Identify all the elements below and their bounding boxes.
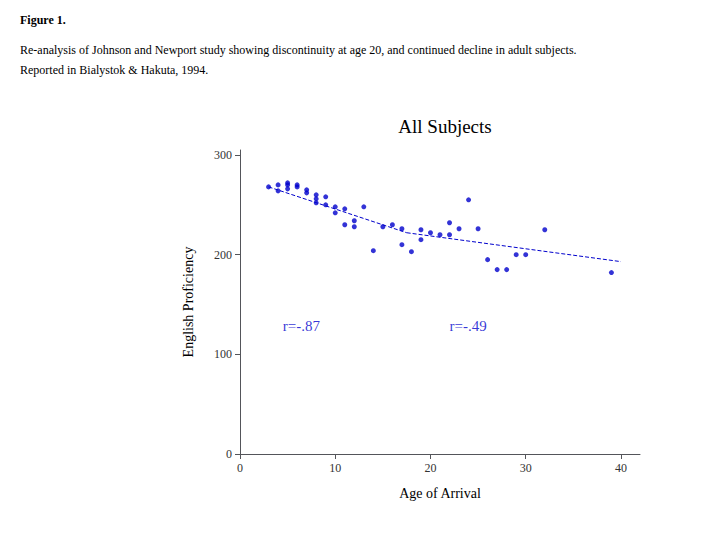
svg-text:30: 30 — [520, 461, 532, 475]
svg-text:Age of Arrival: Age of Arrival — [399, 486, 481, 501]
svg-text:10: 10 — [329, 461, 341, 475]
svg-text:Figure 1.: Figure 1. — [20, 13, 66, 27]
svg-text:Reported in Bialystok & Hakuta: Reported in Bialystok & Hakuta, 1994. — [20, 63, 208, 77]
svg-text:200: 200 — [214, 248, 232, 262]
svg-text:English Proficiency: English Proficiency — [181, 247, 196, 358]
svg-text:r=-.87: r=-.87 — [283, 318, 321, 334]
svg-text:0: 0 — [237, 461, 243, 475]
svg-text:r=-.49: r=-.49 — [450, 318, 487, 334]
svg-text:20: 20 — [424, 461, 436, 475]
svg-text:0: 0 — [226, 447, 232, 461]
svg-text:100: 100 — [214, 347, 232, 361]
svg-text:300: 300 — [214, 148, 232, 162]
svg-text:All Subjects: All Subjects — [398, 116, 491, 137]
svg-text:Re-analysis of Johnson and New: Re-analysis of Johnson and Newport study… — [20, 43, 577, 57]
svg-text:40: 40 — [615, 461, 627, 475]
